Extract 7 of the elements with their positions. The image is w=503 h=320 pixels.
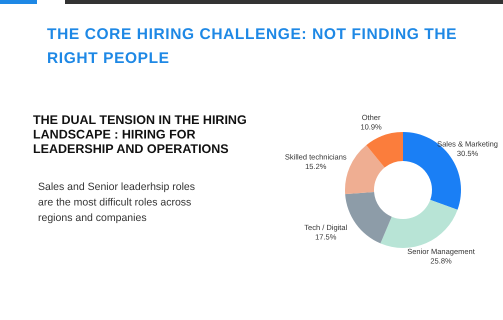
text: Sales and Senior leaderhsip roles are the most difficult roles across regions and companies [38, 181, 196, 224]
donut-slice [345, 145, 385, 194]
text: THE DUAL TENSION IN THE HIRING LANDSCAPE : HIRING FOR LEADERSHIP AND OPERATIONS [33, 113, 247, 156]
chart-title: THE CORE HIRING CHALLENGE: NOT FINDING THE RIGHT PEOPLE [47, 26, 458, 67]
donut-slice [345, 192, 392, 244]
donut-slice [366, 132, 403, 168]
donut-slice [380, 200, 458, 248]
